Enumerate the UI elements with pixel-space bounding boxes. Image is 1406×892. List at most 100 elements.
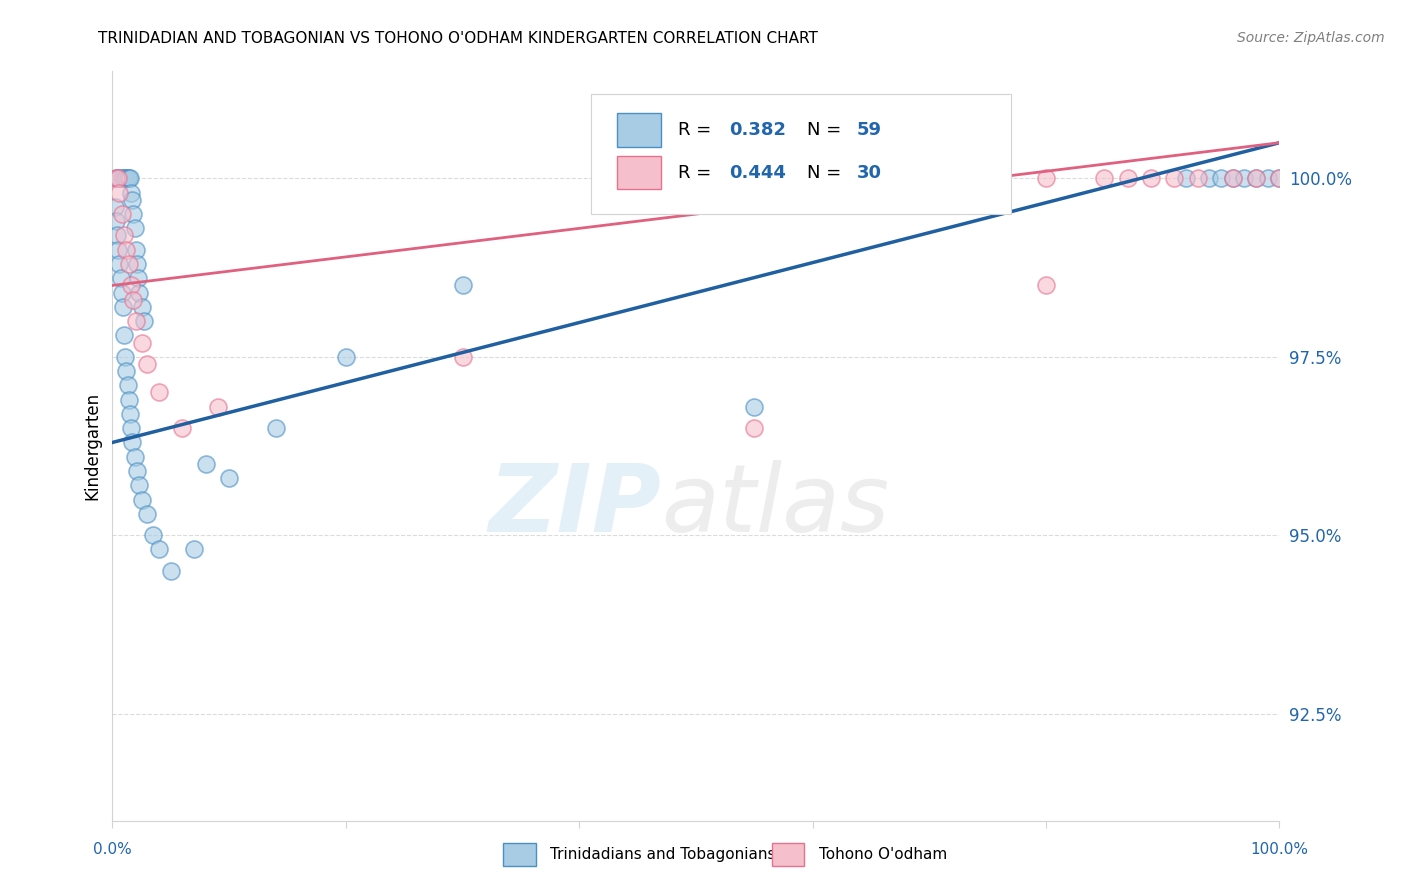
Point [114, 171, 136, 186]
Text: 0.0%: 0.0% [93, 842, 132, 857]
Point [1222, 171, 1244, 186]
Text: Source: ZipAtlas.com: Source: ZipAtlas.com [1237, 31, 1385, 45]
Point [1187, 171, 1209, 186]
Point [1244, 171, 1267, 186]
Point [1163, 171, 1185, 186]
Point [1233, 171, 1256, 186]
Point [1198, 171, 1220, 186]
Point [108, 171, 131, 186]
Point [118, 392, 141, 407]
Point [118, 171, 141, 186]
Point [976, 171, 998, 186]
Text: 100.0%: 100.0% [1250, 842, 1309, 857]
Point [1268, 171, 1291, 186]
Text: 0.444: 0.444 [728, 163, 786, 181]
Point [111, 300, 134, 314]
Point [744, 421, 766, 435]
Text: TRINIDADIAN AND TOBAGONIAN VS TOHONO O'ODHAM KINDERGARTEN CORRELATION CHART: TRINIDADIAN AND TOBAGONIAN VS TOHONO O'O… [98, 31, 818, 46]
Point [142, 528, 165, 542]
Point [121, 193, 143, 207]
Point [112, 228, 135, 243]
Point [1035, 171, 1057, 186]
Point [128, 478, 150, 492]
Point [1175, 171, 1198, 186]
Point [183, 542, 205, 557]
Text: Trinidadians and Tobagonians: Trinidadians and Tobagonians [550, 847, 776, 862]
Point [118, 407, 141, 421]
Point [207, 400, 229, 414]
Point [128, 285, 150, 300]
Point [1094, 171, 1116, 186]
Text: 0.382: 0.382 [728, 120, 786, 139]
Point [125, 464, 148, 478]
Point [125, 243, 148, 257]
Text: N =: N = [807, 120, 846, 139]
Point [111, 207, 134, 221]
Point [111, 171, 134, 186]
Y-axis label: Kindergarten: Kindergarten [83, 392, 101, 500]
Text: atlas: atlas [661, 460, 889, 551]
FancyBboxPatch shape [617, 113, 661, 146]
Text: R =: R = [679, 120, 717, 139]
Point [125, 314, 148, 328]
Point [1222, 171, 1244, 186]
Point [117, 378, 139, 392]
Point [112, 328, 135, 343]
Point [148, 542, 170, 557]
FancyBboxPatch shape [503, 843, 536, 865]
Point [127, 271, 149, 285]
Point [132, 314, 155, 328]
Point [1268, 171, 1291, 186]
Point [107, 171, 129, 186]
Point [115, 171, 138, 186]
Point [107, 243, 129, 257]
Point [1140, 171, 1163, 186]
Text: N =: N = [807, 163, 846, 181]
Point [131, 335, 153, 350]
Point [131, 300, 153, 314]
Point [1211, 171, 1233, 186]
FancyBboxPatch shape [617, 155, 661, 189]
Text: R =: R = [679, 163, 717, 181]
Text: 30: 30 [858, 163, 882, 181]
Point [121, 435, 143, 450]
Point [120, 186, 142, 200]
Point [112, 171, 135, 186]
Point [172, 421, 194, 435]
Point [264, 421, 287, 435]
Point [122, 293, 145, 307]
Point [1244, 171, 1267, 186]
Point [801, 171, 824, 186]
Point [1035, 278, 1057, 293]
Point [148, 385, 170, 400]
Point [118, 257, 141, 271]
Text: Tohono O'odham: Tohono O'odham [818, 847, 946, 862]
Point [104, 200, 127, 214]
Point [124, 450, 146, 464]
Point [108, 257, 131, 271]
Point [104, 214, 127, 228]
Point [104, 171, 127, 186]
Point [122, 207, 145, 221]
Point [104, 171, 127, 186]
Point [114, 350, 136, 364]
Point [110, 271, 132, 285]
Point [160, 564, 183, 578]
Text: 59: 59 [858, 120, 882, 139]
Point [115, 243, 138, 257]
Point [744, 400, 766, 414]
Point [335, 350, 357, 364]
Point [111, 285, 134, 300]
Point [105, 228, 128, 243]
Point [218, 471, 240, 485]
Point [451, 350, 474, 364]
FancyBboxPatch shape [772, 843, 804, 865]
Point [918, 171, 941, 186]
Point [136, 507, 159, 521]
Point [118, 171, 141, 186]
Point [1257, 171, 1279, 186]
Point [131, 492, 153, 507]
Point [194, 457, 217, 471]
Point [136, 357, 159, 371]
Point [124, 221, 146, 235]
